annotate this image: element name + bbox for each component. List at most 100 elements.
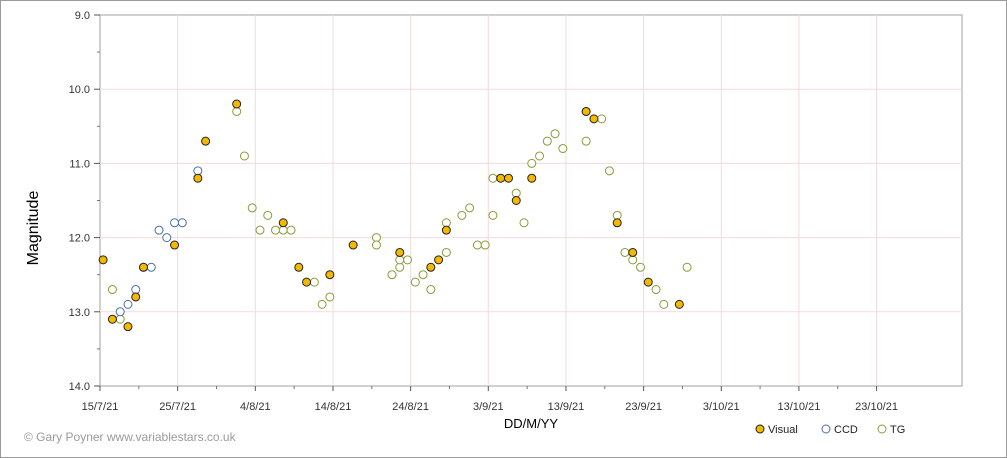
data-point-tg bbox=[472, 240, 482, 250]
data-point-visual bbox=[232, 99, 242, 109]
data-point-tg bbox=[239, 151, 249, 161]
data-point-visual bbox=[503, 173, 513, 183]
data-point-tg bbox=[457, 210, 467, 220]
data-point-visual bbox=[581, 106, 591, 116]
data-points bbox=[98, 99, 692, 332]
data-point-tg bbox=[232, 106, 242, 116]
data-point-tg bbox=[410, 277, 420, 287]
data-point-tg bbox=[635, 262, 645, 272]
y-axis: 9.0 10.0 11.0 12.0 13.0 14.0 bbox=[69, 10, 100, 393]
x-tick-label: 3/9/21 bbox=[473, 401, 504, 413]
data-point-tg bbox=[488, 173, 498, 183]
legend-label-ccd: CCD bbox=[834, 424, 858, 436]
data-point-tg bbox=[309, 277, 319, 287]
y-tick-label: 11.0 bbox=[69, 158, 90, 170]
data-point-tg bbox=[465, 203, 475, 213]
plot-area bbox=[99, 14, 963, 387]
data-point-tg bbox=[682, 262, 692, 272]
data-point-visual bbox=[193, 173, 203, 183]
data-point-visual bbox=[325, 270, 335, 280]
x-tick-label: 13/9/21 bbox=[548, 401, 585, 413]
data-point-tg bbox=[542, 136, 552, 146]
data-point-visual bbox=[527, 173, 537, 183]
data-point-tg bbox=[628, 255, 638, 265]
y-tick-label: 10.0 bbox=[69, 84, 90, 96]
legend-marker-visual bbox=[755, 424, 765, 434]
data-point-visual bbox=[441, 225, 451, 235]
data-point-visual bbox=[170, 240, 180, 250]
data-point-visual bbox=[201, 136, 211, 146]
x-axis-title: DD/M/YY bbox=[504, 416, 559, 431]
data-point-tg bbox=[371, 240, 381, 250]
data-point-tg bbox=[488, 210, 498, 220]
data-point-tg bbox=[271, 225, 281, 235]
data-point-visual bbox=[628, 247, 638, 257]
data-point-tg bbox=[387, 270, 397, 280]
data-point-visual bbox=[643, 277, 653, 287]
y-tick-label: 12.0 bbox=[69, 233, 90, 245]
data-point-tg bbox=[581, 136, 591, 146]
data-point-ccd bbox=[193, 166, 203, 176]
data-point-tg bbox=[371, 233, 381, 243]
data-point-visual bbox=[511, 196, 521, 205]
data-point-visual bbox=[278, 218, 288, 228]
x-tick-label: 15/7/21 bbox=[82, 401, 119, 413]
data-point-visual bbox=[98, 255, 108, 265]
data-point-ccd bbox=[162, 233, 172, 243]
data-point-tg bbox=[612, 210, 622, 220]
grid-lines bbox=[100, 15, 962, 386]
y-axis-title: Magnitude bbox=[25, 191, 42, 266]
data-point-tg bbox=[255, 225, 265, 235]
legend-label-tg: TG bbox=[890, 424, 905, 436]
data-point-visual bbox=[131, 292, 141, 302]
data-point-tg bbox=[247, 203, 257, 213]
data-point-visual bbox=[107, 314, 117, 324]
x-tick-label: 14/8/21 bbox=[315, 401, 352, 413]
data-point-visual bbox=[589, 114, 599, 124]
data-point-tg bbox=[604, 166, 614, 176]
data-point-ccd bbox=[146, 262, 156, 272]
y-tick-label: 14.0 bbox=[69, 381, 90, 393]
data-point-tg bbox=[395, 262, 405, 272]
data-point-tg bbox=[441, 247, 451, 257]
legend: Visual CCD TG bbox=[755, 424, 905, 436]
data-point-tg bbox=[317, 299, 327, 309]
data-point-tg bbox=[651, 285, 661, 295]
x-tick-label: 13/10/21 bbox=[778, 401, 821, 413]
x-tick-label: 4/8/21 bbox=[240, 401, 271, 413]
data-point-ccd bbox=[123, 299, 133, 309]
data-point-ccd bbox=[115, 307, 125, 317]
data-point-tg bbox=[286, 225, 296, 235]
data-point-tg bbox=[115, 314, 125, 324]
y-tick-label: 13.0 bbox=[69, 307, 90, 319]
y-tick-label: 9.0 bbox=[75, 10, 90, 22]
data-point-tg bbox=[480, 240, 490, 250]
data-point-visual bbox=[123, 322, 133, 332]
data-point-ccd bbox=[154, 225, 164, 235]
data-point-visual bbox=[395, 247, 405, 257]
data-point-visual bbox=[674, 299, 684, 309]
x-axis: 15/7/21 25/7/21 4/8/21 14/8/21 24/8/21 3/9/21… bbox=[82, 386, 898, 413]
data-point-tg bbox=[527, 158, 537, 168]
data-point-tg bbox=[325, 292, 335, 302]
data-point-ccd bbox=[131, 285, 141, 295]
data-point-tg bbox=[395, 255, 405, 265]
data-point-tg bbox=[426, 285, 436, 295]
data-point-ccd bbox=[170, 218, 180, 228]
legend-label-visual: Visual bbox=[768, 424, 798, 436]
data-point-tg bbox=[278, 225, 288, 235]
data-point-tg bbox=[511, 188, 521, 198]
data-point-tg bbox=[403, 255, 413, 265]
data-point-tg bbox=[535, 151, 545, 161]
credit-text: © Gary Poyner www.variablestars.co.uk bbox=[24, 430, 236, 444]
x-tick-label: 25/7/21 bbox=[159, 401, 196, 413]
data-point-ccd bbox=[177, 218, 187, 228]
x-tick-label: 24/8/21 bbox=[392, 401, 429, 413]
data-point-tg bbox=[519, 218, 529, 228]
data-point-tg bbox=[597, 114, 607, 124]
x-tick-label: 3/10/21 bbox=[703, 401, 740, 413]
data-point-tg bbox=[263, 210, 273, 220]
x-tick-label: 23/9/21 bbox=[625, 401, 662, 413]
data-point-tg bbox=[550, 129, 560, 139]
